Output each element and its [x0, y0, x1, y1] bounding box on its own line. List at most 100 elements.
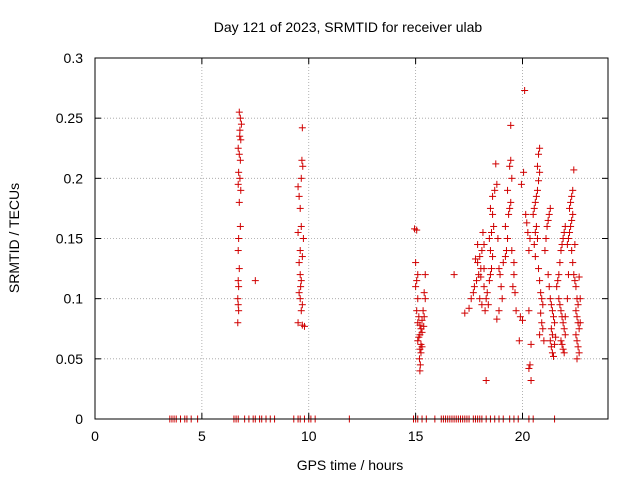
- data-point: [416, 367, 424, 375]
- data-point: [495, 307, 503, 315]
- data-point: [474, 259, 482, 267]
- data-point: [529, 210, 537, 218]
- data-point: [533, 162, 541, 170]
- y-axis-ticks: 0 0.05 0.1 0.15 0.2 0.25 0.3: [56, 50, 608, 427]
- data-point: [570, 166, 578, 174]
- data-point: [506, 162, 514, 170]
- data-point: [569, 186, 577, 194]
- data-point: [512, 307, 520, 315]
- data-point: [525, 307, 533, 315]
- data-point: [471, 255, 479, 263]
- data-point: [473, 277, 481, 285]
- data-point: [568, 247, 576, 255]
- data-point: [508, 174, 516, 182]
- data-point: [546, 295, 554, 303]
- data-point: [531, 253, 539, 261]
- data-point: [491, 186, 499, 194]
- data-point: [414, 337, 422, 345]
- data-point: [517, 180, 525, 188]
- data-point: [552, 333, 560, 341]
- y-tick-label: 0.05: [56, 351, 83, 367]
- data-point: [545, 210, 553, 218]
- data-point: [571, 277, 579, 285]
- data-point: [412, 259, 420, 267]
- y-tick-label: 0.25: [56, 110, 83, 126]
- data-point: [564, 271, 572, 279]
- data-point: [493, 315, 501, 323]
- x-tick-label: 10: [301, 428, 317, 444]
- data-point: [482, 295, 490, 303]
- data-point: [295, 289, 303, 297]
- data-point: [573, 337, 581, 345]
- data-point: [493, 180, 501, 188]
- data-point: [541, 247, 549, 255]
- data-point: [515, 337, 523, 345]
- data-point: [294, 319, 302, 327]
- data-point: [537, 309, 545, 317]
- data-point: [421, 295, 429, 303]
- data-point: [488, 265, 496, 273]
- data-point: [234, 247, 242, 255]
- data-point: [476, 253, 484, 261]
- data-point: [236, 126, 244, 134]
- data-point: [235, 150, 243, 158]
- data-point: [572, 283, 580, 291]
- data-point: [413, 277, 421, 285]
- data-point: [415, 355, 423, 363]
- data-point: [461, 309, 469, 317]
- data-point: [556, 301, 564, 309]
- data-point: [535, 177, 543, 185]
- data-point: [420, 289, 428, 297]
- data-point: [525, 247, 533, 255]
- data-point: [237, 186, 245, 194]
- data-point: [235, 235, 243, 242]
- data-point: [413, 226, 421, 234]
- data-point: [549, 352, 557, 360]
- data-point: [543, 222, 551, 230]
- data-point: [575, 325, 583, 333]
- data-point: [548, 307, 556, 315]
- data-point: [575, 349, 583, 357]
- data-point: [508, 247, 516, 255]
- data-point: [412, 283, 420, 291]
- data-point: [540, 337, 548, 345]
- data-point: [235, 108, 243, 116]
- data-point: [296, 295, 304, 303]
- data-point: [549, 313, 557, 321]
- data-point: [298, 124, 306, 132]
- data-point: [511, 289, 519, 297]
- data-point: [506, 204, 514, 212]
- data-point: [480, 283, 488, 291]
- data-point: [537, 289, 545, 297]
- data-point: [507, 198, 515, 206]
- x-axis-ticks: 0 5 10 15 20: [91, 58, 530, 444]
- data-point: [488, 228, 496, 236]
- data-point: [520, 168, 528, 176]
- data-point: [299, 162, 307, 170]
- data-point: [296, 204, 304, 212]
- data-point: [416, 345, 424, 353]
- data-point: [536, 144, 544, 152]
- data-point: [297, 307, 305, 315]
- data-point: [298, 156, 306, 164]
- data-point: [234, 295, 242, 303]
- data-point: [413, 307, 421, 315]
- data-point: [533, 235, 541, 242]
- data-point: [489, 192, 497, 200]
- data-point: [489, 253, 497, 261]
- data-point: [504, 186, 512, 194]
- data-point: [495, 265, 503, 273]
- data-point: [299, 235, 307, 242]
- data-point: [576, 295, 584, 303]
- data-point: [576, 319, 584, 327]
- data-point: [236, 156, 244, 164]
- data-point: [510, 271, 518, 279]
- data-point: [546, 337, 554, 345]
- data-point: [494, 235, 502, 242]
- data-points: [166, 86, 584, 423]
- data-point: [568, 192, 576, 200]
- data-point: [501, 222, 509, 230]
- y-tick-label: 0.3: [64, 50, 84, 66]
- data-point: [559, 319, 567, 327]
